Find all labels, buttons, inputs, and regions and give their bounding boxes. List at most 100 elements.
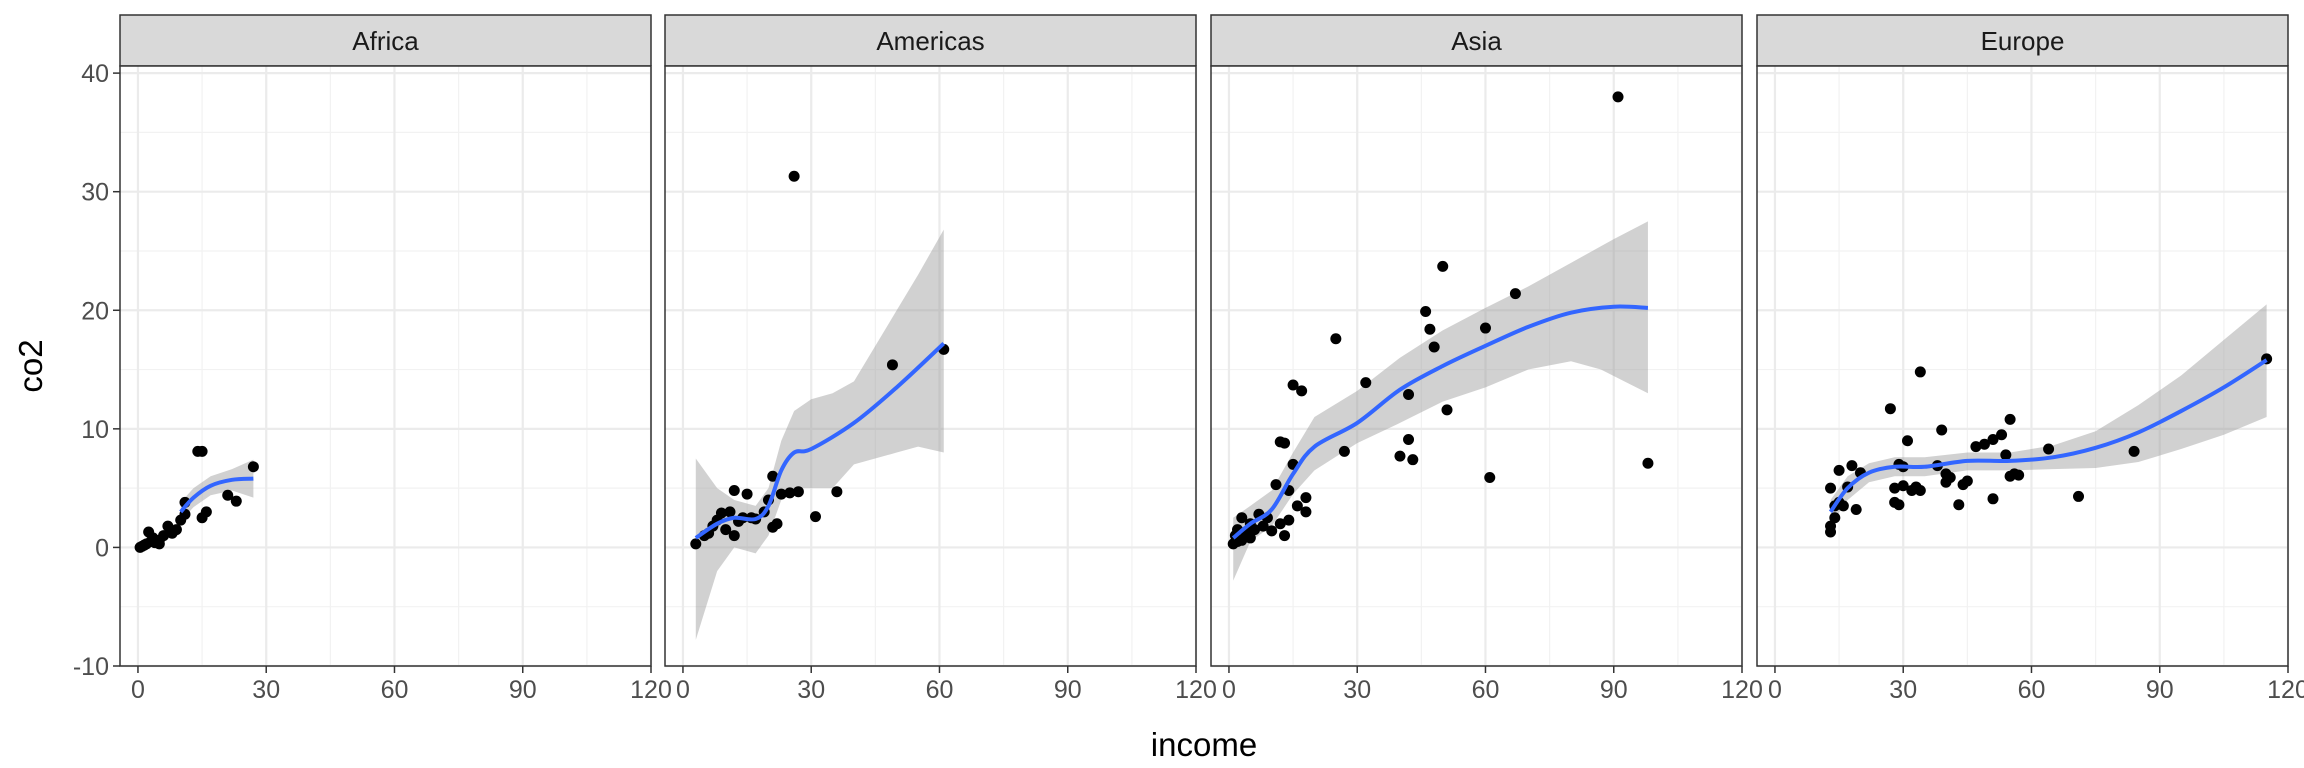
facet-strip bbox=[1210, 14, 1743, 67]
data-point bbox=[1829, 512, 1841, 524]
data-point bbox=[1403, 434, 1415, 446]
facet-panel-americas: Americas 0 30 60 90 120 bbox=[664, 14, 1217, 704]
data-point bbox=[1270, 479, 1282, 491]
data-point bbox=[1300, 506, 1312, 518]
data-point bbox=[831, 486, 843, 498]
data-point bbox=[247, 461, 259, 473]
data-point bbox=[784, 487, 796, 499]
data-point bbox=[1407, 454, 1419, 466]
data-point bbox=[1970, 441, 1982, 453]
data-point bbox=[1420, 305, 1432, 317]
x-tick-label: 90 bbox=[2146, 676, 2174, 704]
data-point bbox=[1479, 322, 1491, 334]
data-point bbox=[771, 518, 783, 530]
x-tick-label: 0 bbox=[131, 676, 145, 704]
smooth-line bbox=[179, 476, 254, 514]
data-point bbox=[200, 506, 212, 518]
data-point bbox=[1978, 438, 1990, 450]
x-tick-label: 30 bbox=[797, 676, 825, 704]
panel-border bbox=[664, 65, 1197, 667]
x-tick-label: 120 bbox=[2267, 676, 2304, 704]
data-point bbox=[1987, 434, 1999, 446]
data-point bbox=[230, 495, 242, 507]
data-point bbox=[1424, 323, 1436, 335]
facet-strip-label: Asia bbox=[1451, 26, 1502, 56]
data-point bbox=[741, 488, 753, 500]
data-point bbox=[1394, 450, 1406, 462]
data-point bbox=[1884, 403, 1896, 415]
data-point bbox=[1837, 500, 1849, 512]
data-point bbox=[1437, 260, 1449, 272]
facet-strip bbox=[119, 14, 652, 67]
data-point bbox=[767, 470, 779, 482]
x-tick-label: 120 bbox=[1721, 676, 1763, 704]
data-point bbox=[1300, 492, 1312, 504]
data-point bbox=[1889, 482, 1901, 494]
confidence-ribbon bbox=[695, 229, 944, 640]
data-point bbox=[170, 524, 182, 536]
x-tick-label: 120 bbox=[630, 676, 672, 704]
data-point bbox=[2128, 445, 2140, 457]
data-point bbox=[1236, 512, 1248, 524]
data-point bbox=[1944, 471, 1956, 483]
panel-border bbox=[1210, 65, 1743, 667]
data-point bbox=[1244, 532, 1256, 544]
x-tick-label: 0 bbox=[1768, 676, 1782, 704]
data-point bbox=[1901, 435, 1913, 447]
x-tick-label: 90 bbox=[1600, 676, 1628, 704]
data-point bbox=[1291, 500, 1303, 512]
smooth-line bbox=[1231, 304, 1649, 540]
x-tick-label: 90 bbox=[509, 676, 537, 704]
panel-background bbox=[120, 66, 651, 666]
data-point bbox=[728, 530, 740, 542]
confidence-ribbon bbox=[1233, 221, 1648, 581]
y-tick-label: 10 bbox=[81, 416, 109, 444]
data-point bbox=[1266, 525, 1278, 537]
panel-background bbox=[1757, 66, 2288, 666]
x-tick-label: 30 bbox=[252, 676, 280, 704]
y-tick-label: -10 bbox=[73, 653, 109, 681]
data-point bbox=[1996, 429, 2008, 441]
data-point bbox=[1850, 503, 1862, 515]
data-point bbox=[724, 506, 736, 518]
data-point bbox=[690, 538, 702, 550]
data-point bbox=[1953, 499, 1965, 511]
data-point bbox=[222, 489, 234, 501]
data-point bbox=[1274, 518, 1286, 530]
data-point bbox=[2000, 449, 2012, 461]
data-point bbox=[1642, 457, 1654, 469]
smooth-line bbox=[694, 342, 946, 540]
data-point bbox=[2043, 443, 2055, 455]
data-point bbox=[1961, 475, 1973, 487]
facet-panel-africa: Africa 0 30 60 90 120 bbox=[119, 14, 672, 704]
facet-strip-label: Africa bbox=[352, 26, 419, 56]
data-point bbox=[1403, 388, 1415, 400]
data-point bbox=[1893, 499, 1905, 511]
data-point bbox=[1612, 91, 1624, 103]
data-point bbox=[792, 486, 804, 498]
data-point bbox=[1825, 520, 1837, 532]
x-tick-label: 60 bbox=[1472, 676, 1500, 704]
x-tick-label: 0 bbox=[1222, 676, 1236, 704]
data-point bbox=[809, 511, 821, 523]
panel-border bbox=[119, 65, 652, 667]
data-point bbox=[1441, 404, 1453, 416]
x-tick-label: 120 bbox=[1175, 676, 1217, 704]
data-point bbox=[1428, 341, 1440, 353]
y-tick-label: 30 bbox=[81, 179, 109, 207]
data-point bbox=[158, 530, 170, 542]
facet-strip-label: Americas bbox=[876, 26, 984, 56]
data-point bbox=[1296, 385, 1308, 397]
data-point bbox=[1987, 493, 1999, 505]
x-tick-label: 60 bbox=[926, 676, 954, 704]
x-tick-label: 90 bbox=[1054, 676, 1082, 704]
data-point bbox=[1287, 379, 1299, 391]
facet-strip-label: Europe bbox=[1981, 26, 2065, 56]
facet-panel-europe: Europe 0 30 60 90 120 bbox=[1756, 14, 2304, 704]
data-point bbox=[1257, 520, 1269, 532]
y-tick-label: 20 bbox=[81, 297, 109, 325]
data-point bbox=[1484, 471, 1496, 483]
x-tick-label: 60 bbox=[381, 676, 409, 704]
data-point bbox=[1330, 333, 1342, 345]
x-tick-label: 30 bbox=[1343, 676, 1371, 704]
